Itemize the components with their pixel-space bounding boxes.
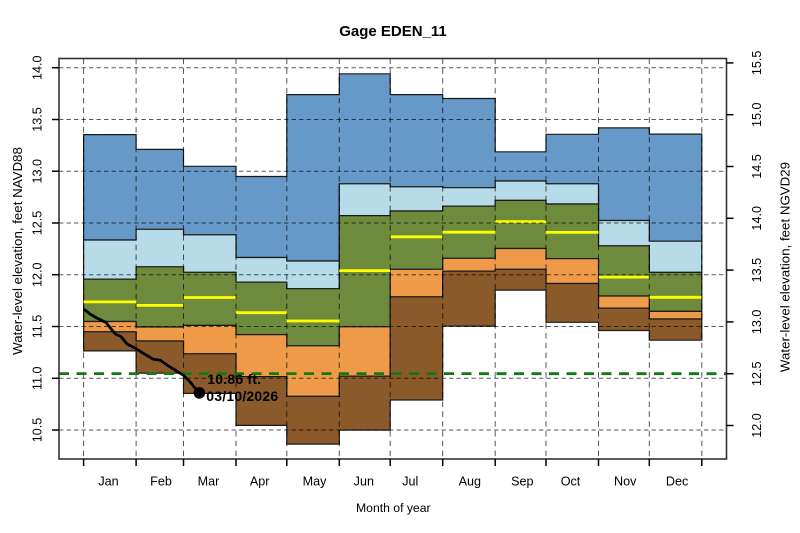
svg-text:Nov: Nov xyxy=(614,475,637,489)
svg-text:11.0: 11.0 xyxy=(31,367,45,391)
svg-text:Jul: Jul xyxy=(402,475,418,489)
svg-text:14.0: 14.0 xyxy=(750,206,764,231)
svg-text:13.0: 13.0 xyxy=(31,159,45,184)
svg-text:13.0: 13.0 xyxy=(750,310,764,335)
svg-text:Aug: Aug xyxy=(459,475,481,489)
svg-text:Water-level elevation, feet NA: Water-level elevation, feet NAVD88 xyxy=(10,147,25,355)
svg-text:10.86 ft.: 10.86 ft. xyxy=(207,371,261,387)
svg-text:12.0: 12.0 xyxy=(750,413,764,438)
svg-text:Sep: Sep xyxy=(511,475,533,489)
svg-text:15.5: 15.5 xyxy=(750,51,764,76)
svg-text:Jun: Jun xyxy=(354,475,374,489)
svg-text:Feb: Feb xyxy=(150,475,172,489)
svg-text:15.0: 15.0 xyxy=(750,102,764,127)
svg-text:12.0: 12.0 xyxy=(31,262,45,287)
svg-text:12.5: 12.5 xyxy=(31,211,45,236)
svg-text:11.5: 11.5 xyxy=(31,315,45,339)
svg-text:Month of year: Month of year xyxy=(356,501,431,515)
svg-text:13.5: 13.5 xyxy=(750,258,764,283)
svg-text:Apr: Apr xyxy=(250,475,270,489)
svg-text:13.5: 13.5 xyxy=(31,107,45,132)
svg-text:May: May xyxy=(303,475,327,489)
svg-text:03/10/2026: 03/10/2026 xyxy=(206,388,278,404)
svg-text:Water-level elevation, feet NG: Water-level elevation, feet NGVD29 xyxy=(777,162,792,372)
svg-text:Gage EDEN_11: Gage EDEN_11 xyxy=(339,23,447,40)
svg-text:12.5: 12.5 xyxy=(750,361,764,386)
svg-text:10.5: 10.5 xyxy=(31,418,45,443)
svg-text:Dec: Dec xyxy=(666,475,688,489)
svg-text:14.0: 14.0 xyxy=(31,55,45,80)
svg-text:Jan: Jan xyxy=(98,475,118,489)
svg-text:Mar: Mar xyxy=(198,475,220,489)
svg-text:Oct: Oct xyxy=(561,475,581,489)
svg-text:14.5: 14.5 xyxy=(750,154,764,179)
